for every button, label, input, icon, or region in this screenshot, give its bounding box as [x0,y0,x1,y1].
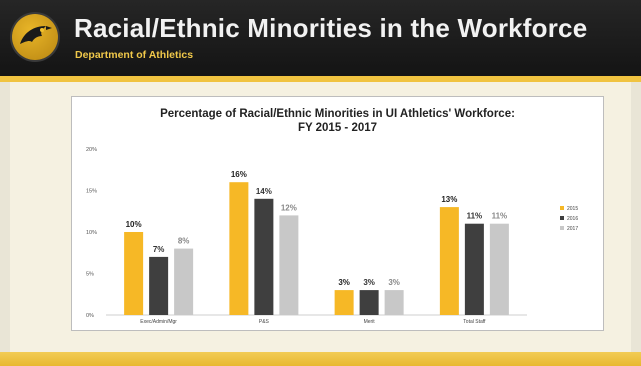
legend-label-2016: 2016 [567,216,578,222]
bar-2017-2 [384,290,404,315]
bar-2015-1 [229,182,249,315]
bar-2015-2 [334,290,354,315]
hawk-logo-icon [12,14,58,60]
bar-2017-1 [279,215,299,315]
bar-2017-3 [489,223,509,315]
data-label: 3% [338,278,350,287]
data-label: 10% [126,220,142,229]
data-label: 16% [231,170,247,179]
data-label: 11% [467,212,483,221]
legend-swatch-2016 [560,216,564,220]
data-label: 7% [153,245,165,254]
legend-swatch-2015 [560,206,564,210]
slide-title: Racial/Ethnic Minorities in the Workforc… [74,13,588,43]
chart-title-line1: Percentage of Racial/Ethnic Minorities i… [160,108,515,120]
y-tick-label: 5% [86,272,94,278]
data-label: 3% [388,278,400,287]
bar-chart: 0% 5% 10% 15% 20% 10% 7% 8% Exec/Admin/Mgr 16% 14%… [86,147,578,325]
x-tick-label: Merit [364,319,376,325]
y-tick-label: 10% [86,230,97,236]
data-label: 11% [492,212,508,221]
bar-2016-3 [464,223,484,315]
bar-2015-3 [439,207,459,315]
legend-label-2017: 2017 [567,226,578,232]
header-gold-band [0,76,641,82]
data-label: 8% [178,237,190,246]
legend-swatch-2017 [560,226,564,230]
legend-label-2015: 2015 [567,206,578,212]
footer-gold-band [0,352,641,366]
bar-2016-0 [149,256,169,315]
x-tick-label: Exec/Admin/Mgr [140,319,177,325]
y-tick-label: 20% [86,147,97,153]
bar-2017-0 [174,248,194,315]
data-label: 13% [441,195,457,204]
y-tick-label: 15% [86,189,97,195]
slide-header: Racial/Ethnic Minorities in the Workforc… [0,0,641,76]
data-label: 12% [281,203,297,212]
bar-2016-2 [359,290,379,315]
chart-container: Percentage of Racial/Ethnic Minorities i… [71,96,604,331]
x-tick-label: Total Staff [463,319,486,325]
department-subtitle: Department of Athletics [75,49,194,61]
chart-title-line2: FY 2015 - 2017 [297,122,378,134]
x-tick-label: P&S [259,319,270,325]
data-label: 3% [363,278,375,287]
data-label: 14% [256,187,272,196]
bar-2015-0 [124,232,144,315]
bar-2016-1 [254,198,274,315]
y-tick-label: 0% [86,313,94,319]
